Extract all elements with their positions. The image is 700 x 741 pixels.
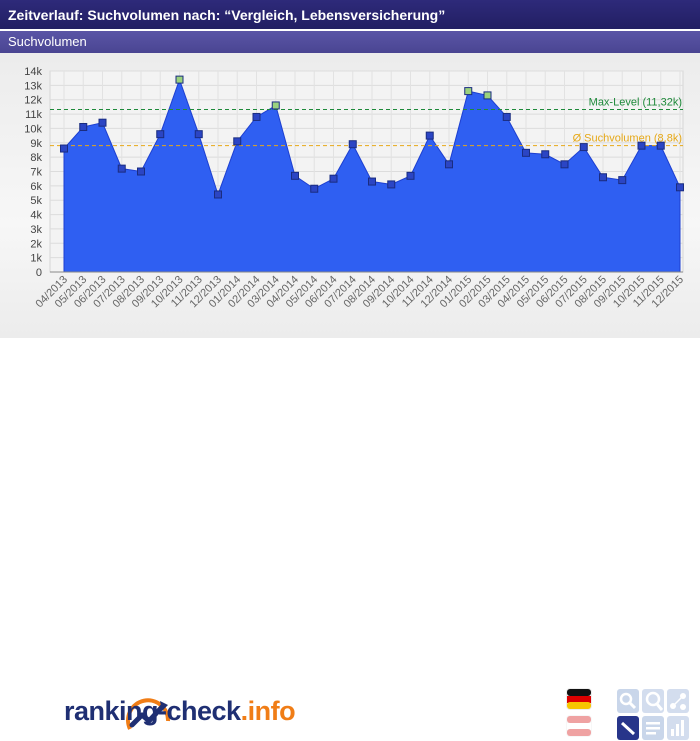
search-volume-chart: 0 1k 2k 3k 4k 5k 6k 7k 8k 9k 10k 11k 12k 13k 14k Max-Le… (24, 66, 686, 310)
y-tick-label: 2k (30, 238, 42, 250)
data-point (137, 167, 145, 176)
data-point (579, 143, 588, 152)
y-tick-label: 5k (30, 195, 42, 207)
y-tick-label: 6k (30, 181, 42, 193)
y-tick-label: 11k (25, 109, 42, 121)
y-tick-label: 4k (30, 210, 42, 222)
logo-text[interactable]: ranking-check.info (64, 696, 296, 727)
data-point (214, 190, 222, 199)
chart-panel: 0 1k 2k 3k 4k 5k 6k 7k 8k 9k 10k 11k 12k 13k 14k Max-Le… (0, 53, 700, 338)
window-title: Zeitverlauf: Suchvolumen nach: “Vergleic… (0, 0, 700, 30)
austria-flag-icon[interactable] (566, 715, 592, 737)
data-point (329, 174, 338, 183)
bar-chart-icon[interactable] (667, 716, 689, 740)
data-point (618, 176, 627, 185)
zoom-icon[interactable] (642, 689, 664, 713)
data-point (406, 171, 415, 180)
data-point (541, 150, 550, 159)
data-point (79, 122, 88, 131)
data-point (117, 164, 126, 173)
data-point (175, 75, 184, 84)
y-tick-label: 7k (30, 167, 42, 179)
data-point (194, 130, 203, 139)
list-icon[interactable] (642, 716, 664, 740)
data-point (483, 91, 492, 100)
data-point (522, 148, 530, 157)
data-point (291, 171, 299, 180)
tool-icons (617, 689, 689, 740)
y-tick-label: 9k (30, 138, 42, 150)
footer: ranking-check.info (0, 338, 700, 740)
data-point (98, 118, 107, 127)
y-tick-label: 8k (30, 152, 42, 164)
data-point (387, 180, 396, 189)
average-label: Ø Suchvolumen (8,8k) (573, 133, 682, 145)
search-icon[interactable] (617, 689, 639, 713)
y-tick-label: 0 (36, 267, 42, 279)
network-icon[interactable] (667, 689, 689, 713)
data-point (60, 144, 68, 153)
data-point (368, 177, 376, 186)
y-tick-label: 10k (24, 123, 42, 135)
data-point (560, 160, 569, 169)
y-tick-label: 13k (24, 80, 42, 92)
max-level-label: Max-Level (11,32k) (589, 96, 682, 108)
data-point (656, 141, 665, 150)
y-tick-label: 3k (30, 224, 42, 236)
data-point (252, 112, 261, 121)
logo-main-text: ranking-check (64, 696, 241, 726)
data-point (233, 137, 242, 146)
data-point (464, 87, 473, 96)
y-tick-label: 12k (24, 95, 42, 107)
data-point (676, 183, 684, 192)
data-point (156, 130, 165, 139)
germany-flag-icon[interactable] (566, 688, 592, 710)
logo-tld-text: .info (240, 696, 296, 726)
data-point (425, 131, 434, 140)
data-point (271, 101, 280, 110)
data-point (502, 112, 511, 121)
y-tick-label: 14k (24, 66, 42, 78)
data-point (348, 140, 357, 149)
y-tick-label: 1k (30, 253, 42, 265)
data-point (599, 173, 607, 182)
edit-icon[interactable] (617, 716, 639, 740)
chart-subtitle: Suchvolumen (0, 31, 700, 53)
data-point (310, 184, 319, 193)
data-point (445, 160, 453, 169)
data-point (637, 141, 646, 150)
